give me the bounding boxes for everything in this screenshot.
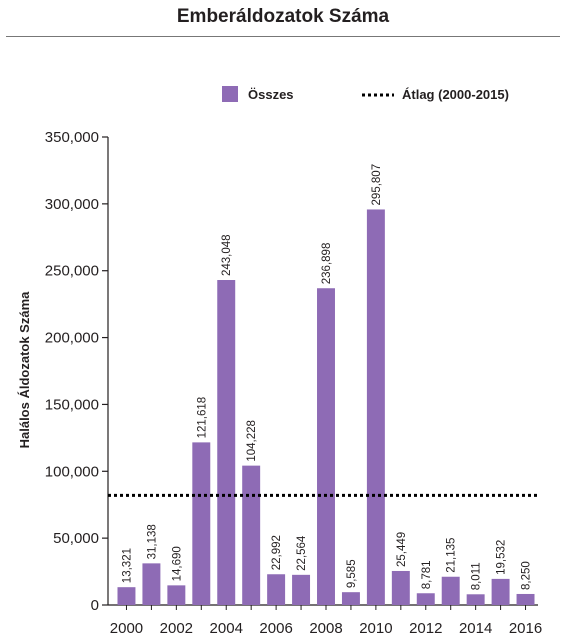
bar-data-label-2009: 9,585 (346, 559, 358, 588)
y-tick-label: 0 (91, 597, 99, 614)
x-tick-label: 2002 (160, 620, 193, 637)
legend-label-osszes: Összes (248, 87, 294, 102)
bar-data-label-2011: 25,449 (396, 532, 408, 567)
bar-2004 (217, 280, 236, 605)
bar-data-label-2016: 8,250 (521, 561, 533, 590)
bar-2015 (491, 578, 510, 605)
bar-data-label-2001: 31,138 (146, 524, 158, 559)
x-tick-label: 2012 (409, 620, 442, 637)
bar-2006 (267, 574, 286, 605)
bar-data-label-2010: 295,807 (371, 164, 383, 206)
bar-2002 (167, 585, 186, 605)
y-tick-label: 50,000 (53, 530, 99, 547)
bar-data-label-2013: 21,135 (446, 538, 458, 573)
chart-title: Emberáldozatok Száma (176, 6, 390, 27)
bar-data-labels: 13,321 31,138 14,690 121,618 243,048 104,228 2… (121, 164, 532, 590)
bar-2013 (441, 576, 460, 605)
bar-2012 (416, 593, 435, 605)
x-tick-label: 2006 (259, 620, 292, 637)
x-tick-label: 2010 (359, 620, 392, 637)
bar-data-label-2005: 104,228 (246, 420, 258, 462)
x-axis: 2000 2002 2004 2006 2008 2010 2012 2014 2016 (108, 604, 542, 637)
y-tick-label: 150,000 (45, 396, 99, 413)
bar-2007 (292, 574, 311, 605)
legend: Összes Átlag (2000-2015) (222, 86, 509, 102)
x-tick-label: 2014 (459, 620, 492, 637)
y-tick-label: 300,000 (45, 196, 99, 213)
bar-data-label-2014: 8,011 (471, 562, 483, 590)
bar-2001 (142, 563, 161, 605)
x-tick-label: 2004 (210, 620, 243, 637)
y-tick-label: 250,000 (45, 263, 99, 280)
legend-label-atlag: Átlag (2000-2015) (402, 87, 509, 102)
y-tick-label: 350,000 (45, 129, 99, 146)
bar-data-label-2007: 22,564 (296, 535, 308, 571)
bar-data-label-2006: 22,992 (271, 535, 283, 570)
bar-2005 (242, 465, 261, 605)
bar-2014 (466, 594, 485, 605)
bar-data-label-2008: 236,898 (321, 243, 333, 285)
x-tick-label: 2000 (110, 620, 143, 637)
legend-swatch-osszes (222, 86, 238, 102)
y-axis-label: Halálos Áldozatok Száma (17, 291, 32, 449)
y-axis: 0 50,000 100,000 150,000 200,000 250,000 300,0… (45, 129, 109, 614)
bar-data-label-2004: 243,048 (221, 234, 233, 276)
bar-data-label-2003: 121,618 (196, 397, 208, 439)
bar-series (117, 209, 535, 605)
bar-2010 (366, 209, 385, 605)
bar-2011 (391, 570, 410, 605)
bar-2009 (341, 592, 360, 605)
y-tick-label: 200,000 (45, 330, 99, 347)
bar-data-label-2015: 19,532 (496, 540, 508, 575)
bar-2016 (516, 593, 535, 605)
bar-2003 (192, 442, 211, 605)
bar-data-label-2012: 8,781 (421, 560, 433, 589)
bar-2008 (317, 288, 335, 605)
x-tick-label: 2016 (509, 620, 542, 637)
bar-2000 (117, 587, 136, 605)
y-tick-label: 100,000 (45, 463, 99, 480)
x-tick-label: 2008 (309, 620, 342, 637)
title-divider (6, 36, 560, 37)
bar-data-label-2002: 14,690 (171, 546, 183, 581)
bar-data-label-2000: 13,321 (121, 548, 133, 583)
